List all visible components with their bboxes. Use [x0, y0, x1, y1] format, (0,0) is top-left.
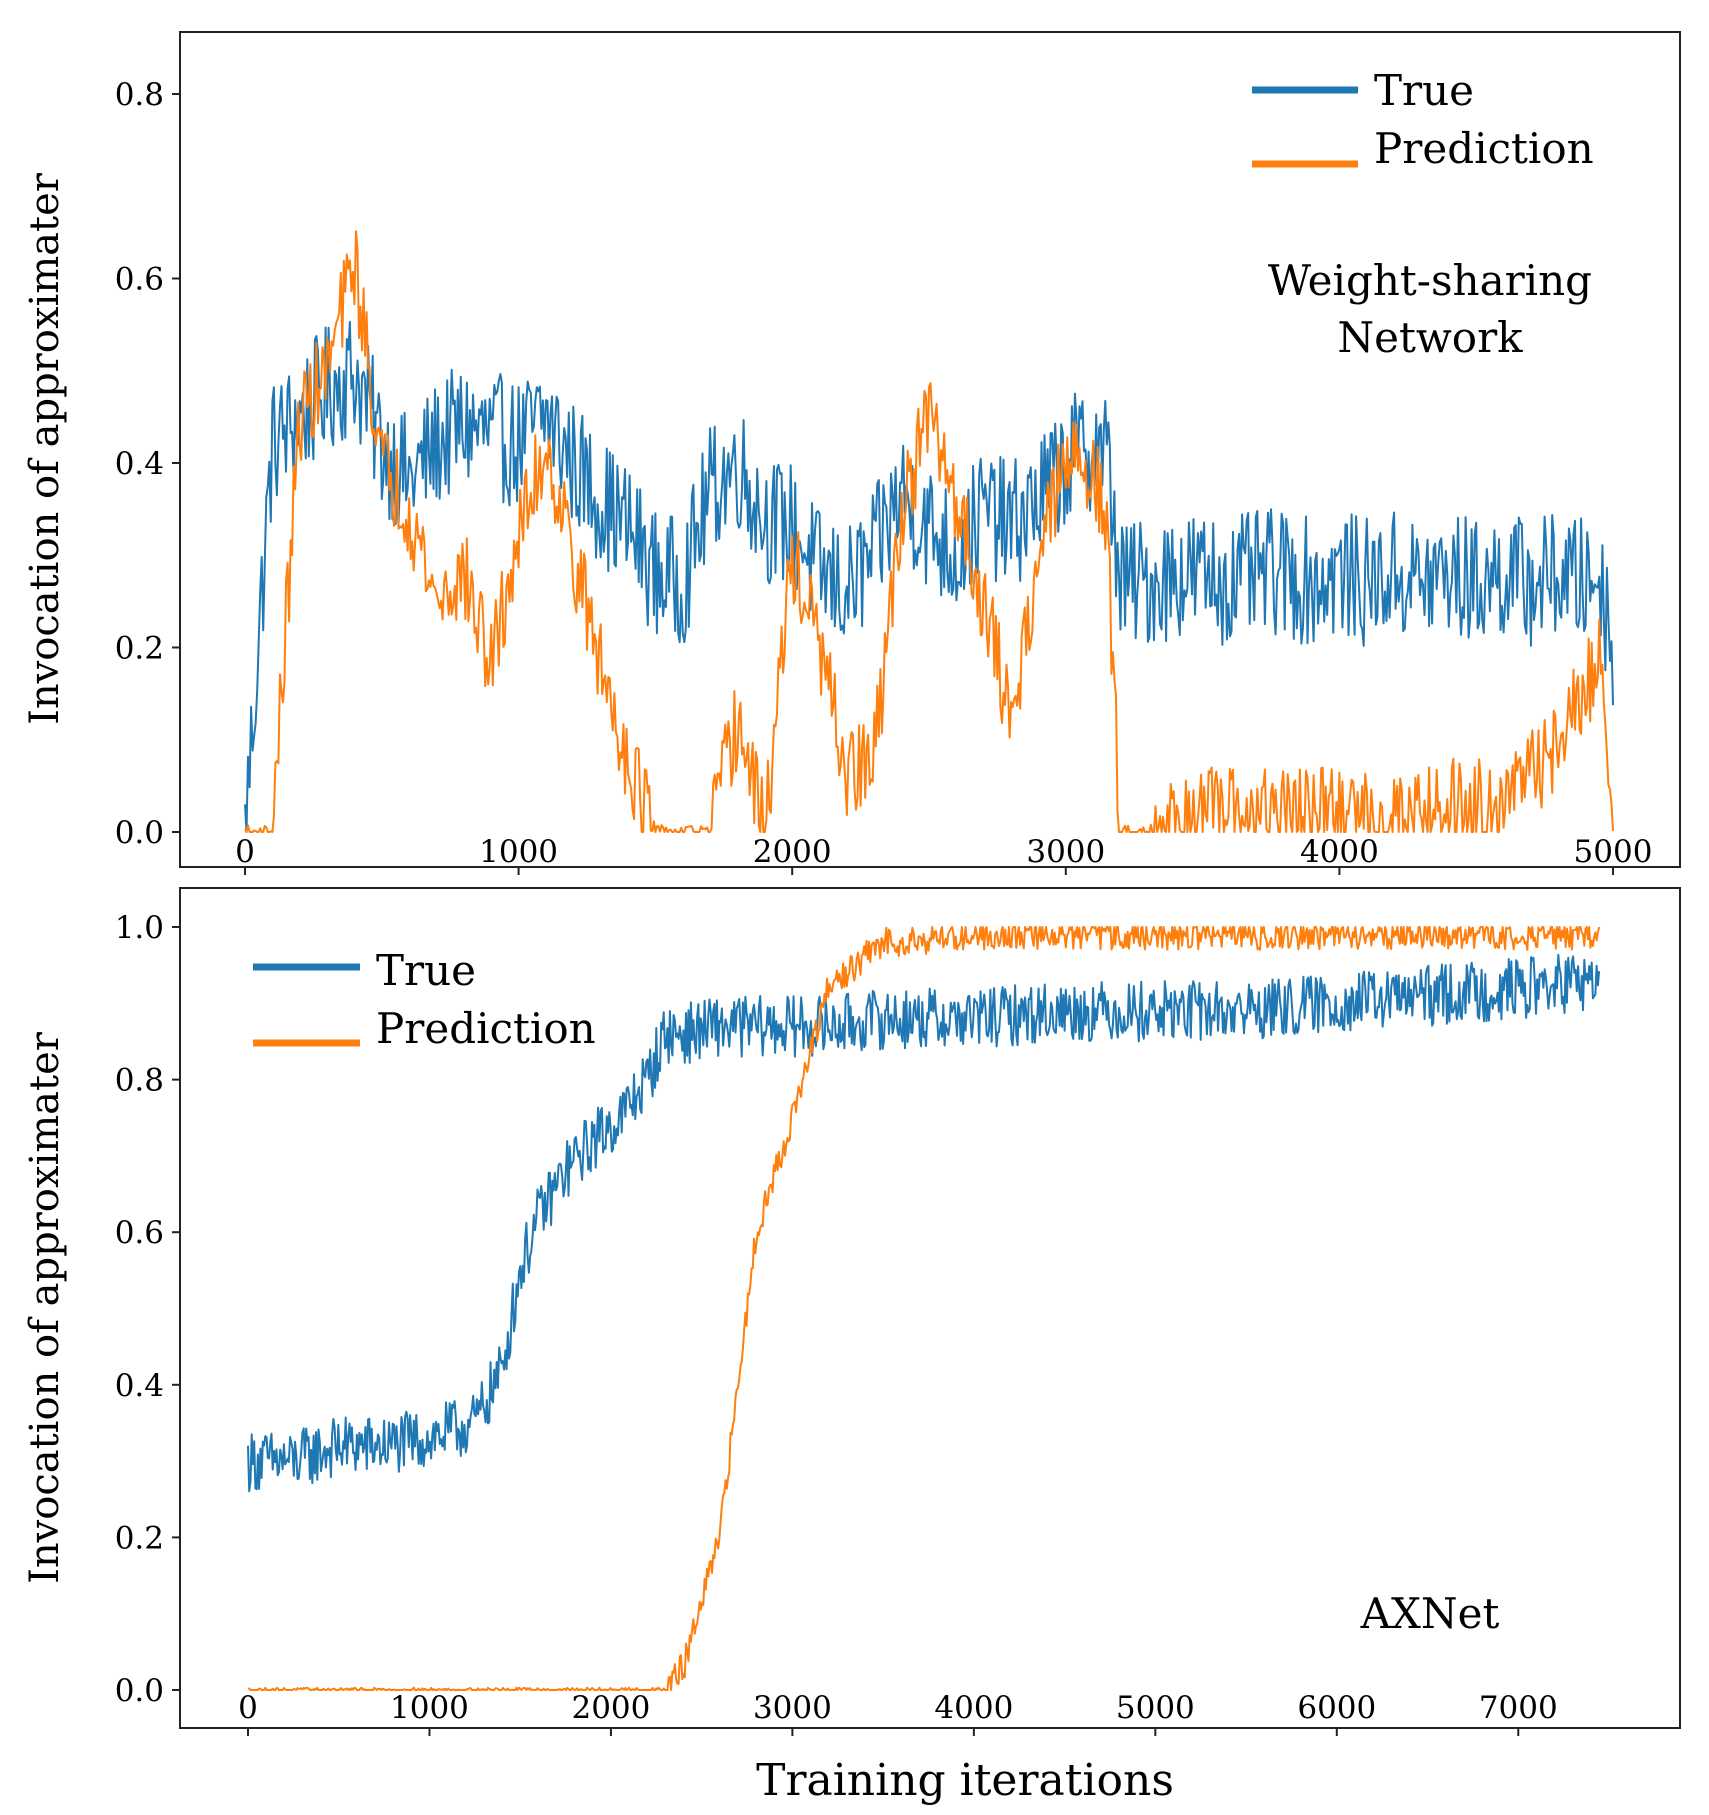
x-tick-label: 3000 — [753, 1690, 832, 1726]
panel-axnet: 0.0 0.2 0.4 0.6 0.8 1.0 0 1000 2000 3000 4000 5000… — [22, 887, 1681, 1736]
x-tick-label: 7000 — [1479, 1690, 1558, 1726]
y-tick-label: 0.2 — [115, 1520, 164, 1556]
x-tick-label: 0 — [238, 1690, 258, 1726]
series-line-prediction — [247, 926, 1601, 1691]
panel-annotation-line-2: Network — [1337, 313, 1523, 362]
x-tick-label: 6000 — [1297, 1690, 1376, 1726]
y-tick-label: 0.8 — [115, 1063, 164, 1099]
legend-label-prediction: Prediction — [376, 1004, 596, 1053]
y-tick-label: 0.6 — [115, 1215, 164, 1251]
legend-label-prediction: Prediction — [1374, 124, 1594, 173]
panel-annotation: AXNet — [1360, 1589, 1500, 1638]
y-axis-label: Invocation of approximater — [22, 172, 68, 725]
x-tick-label: 3000 — [1026, 834, 1105, 870]
y-tick-label: 0.4 — [115, 446, 164, 482]
axes-frame — [179, 887, 1681, 1729]
y-tick-label: 0.0 — [115, 1673, 164, 1709]
y-tick-label: 0.8 — [115, 77, 164, 113]
x-tick-label: 1000 — [390, 1690, 469, 1726]
x-tick-label: 1000 — [479, 834, 558, 870]
series-lines — [247, 926, 1601, 1691]
legend-label-true: True — [1374, 66, 1474, 115]
y-tick-label: 0.4 — [115, 1368, 164, 1404]
x-axis-label: Training iterations — [756, 1755, 1174, 1806]
legend: True Prediction — [1252, 66, 1594, 173]
x-tick-label: 2000 — [571, 1690, 650, 1726]
panel-weight-sharing: 0.0 0.2 0.4 0.6 0.8 0 1000 2000 3000 4000 5000 In… — [22, 31, 1681, 875]
x-tick-label: 5000 — [1116, 1690, 1195, 1726]
x-tick-label: 4000 — [1300, 834, 1379, 870]
legend-label-true: True — [376, 946, 476, 995]
series-line-true — [247, 953, 1601, 1493]
x-tick-label: 4000 — [934, 1690, 1013, 1726]
axes-frame — [179, 31, 1681, 868]
x-tick-label: 0 — [235, 834, 255, 870]
legend: True Prediction — [253, 946, 596, 1053]
series-lines — [244, 230, 1614, 833]
y-axis-label: Invocation of approximater — [22, 1031, 68, 1584]
x-ticks: 0 1000 2000 3000 4000 5000 6000 7000 — [238, 1690, 1558, 1736]
y-tick-label: 0.2 — [115, 631, 164, 667]
series-line-prediction — [244, 230, 1614, 833]
panel-annotation-line-1: Weight-sharing — [1268, 256, 1592, 305]
y-ticks: 0.0 0.2 0.4 0.6 0.8 — [115, 77, 180, 851]
y-ticks: 0.0 0.2 0.4 0.6 0.8 1.0 — [115, 910, 180, 1709]
x-ticks: 0 1000 2000 3000 4000 5000 — [235, 834, 1652, 875]
x-tick-label: 2000 — [753, 834, 832, 870]
x-tick-label: 5000 — [1574, 834, 1653, 870]
y-tick-label: 1.0 — [115, 910, 164, 946]
y-tick-label: 0.6 — [115, 262, 164, 298]
series-line-true — [244, 320, 1614, 833]
y-tick-label: 0.0 — [115, 815, 164, 851]
